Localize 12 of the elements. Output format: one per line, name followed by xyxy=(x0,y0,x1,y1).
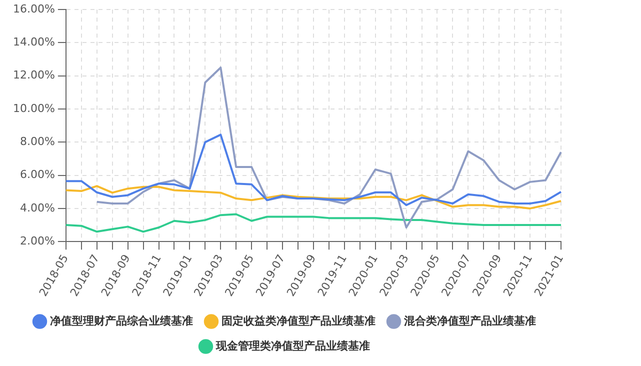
legend-label: 现金管理类净值型产品业绩基准 xyxy=(214,339,370,352)
y-tick-label: 14.00% xyxy=(12,36,55,49)
y-tick-label: 8.00% xyxy=(20,135,55,148)
y-tick-label: 6.00% xyxy=(20,168,55,182)
legend-label: 净值型理财产品综合业绩基准 xyxy=(50,314,193,328)
y-tick-label: 4.00% xyxy=(20,201,55,214)
y-tick-label: 12.00% xyxy=(12,68,55,82)
legend-label: 固定收益类净值型产品业绩基准 xyxy=(221,314,376,328)
y-tick-label: 16.00% xyxy=(12,2,55,16)
legend-label: 混合类净值型产品业绩基准 xyxy=(402,314,536,328)
y-tick-label: 10.00% xyxy=(12,102,55,115)
y-tick-label: 2.00% xyxy=(20,234,55,248)
